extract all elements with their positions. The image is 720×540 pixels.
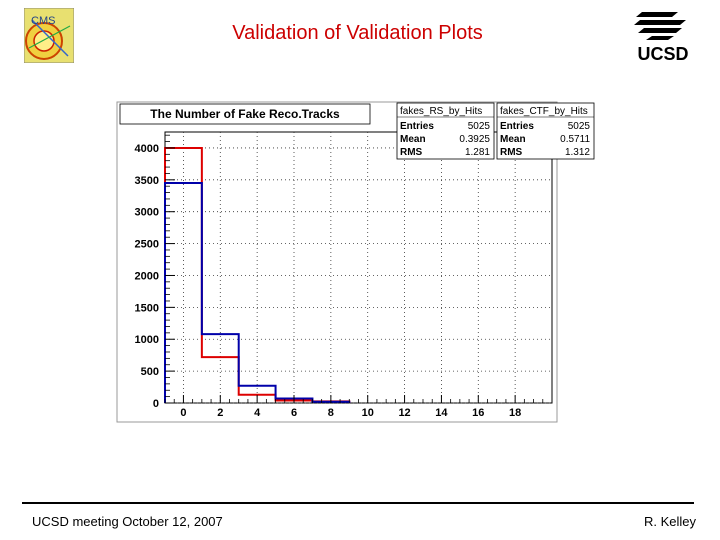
footer-author: R. Kelley <box>643 514 696 529</box>
stats-value: 0.5711 <box>560 134 590 145</box>
footer-meeting: UCSD meeting October 12, 2007 <box>32 514 223 529</box>
y-tick-label: 1500 <box>135 302 159 314</box>
y-tick-label: 2500 <box>135 239 159 251</box>
x-tick-label: 10 <box>362 407 374 419</box>
ucsd-logo-text: UCSD <box>637 44 688 63</box>
stats-value: 1.281 <box>465 147 490 158</box>
cms-logo-text: CMS <box>31 15 55 27</box>
x-tick-label: 2 <box>217 407 223 419</box>
stats-label: Mean <box>500 134 526 145</box>
x-tick-label: 14 <box>435 407 448 419</box>
cms-logo: CMS <box>24 8 74 63</box>
ucsd-logo: UCSD <box>634 12 689 63</box>
y-tick-label: 1000 <box>135 334 159 346</box>
stats-label: RMS <box>500 147 523 158</box>
y-tick-label: 0 <box>153 398 159 410</box>
y-tick-label: 500 <box>141 366 159 378</box>
stats-value: 0.3925 <box>459 134 490 145</box>
y-tick-label: 3500 <box>135 175 159 187</box>
plot-frame <box>164 131 553 404</box>
chart-title-box <box>119 103 371 125</box>
stats-value: 5025 <box>568 121 591 132</box>
x-tick-label: 6 <box>291 407 297 419</box>
x-tick-label: 16 <box>472 407 484 419</box>
stats-box-name: fakes_RS_by_Hits <box>400 106 482 117</box>
stats-box-0 <box>396 102 495 160</box>
stats-box-1 <box>496 102 595 160</box>
stats-value: 5025 <box>468 121 491 132</box>
footer-divider <box>22 502 694 504</box>
stats-label: Mean <box>400 134 426 145</box>
x-tick-label: 0 <box>180 407 186 419</box>
stats-box-name: fakes_CTF_by_Hits <box>500 106 588 117</box>
x-tick-label: 4 <box>254 407 261 419</box>
stats-label: Entries <box>500 121 534 132</box>
x-tick-label: 8 <box>328 407 334 419</box>
stats-label: Entries <box>400 121 434 132</box>
y-tick-label: 4000 <box>135 143 159 155</box>
chart-title: The Number of Fake Reco.Tracks <box>150 107 340 121</box>
slide-title: Validation of Validation Plots <box>232 22 483 44</box>
stats-value: 1.312 <box>565 147 590 158</box>
stats-label: RMS <box>400 147 423 158</box>
histogram-series-1 <box>164 182 351 403</box>
y-tick-label: 3000 <box>135 207 159 219</box>
y-tick-label: 2000 <box>135 270 159 282</box>
x-tick-label: 12 <box>398 407 410 419</box>
x-tick-label: 18 <box>509 407 521 419</box>
